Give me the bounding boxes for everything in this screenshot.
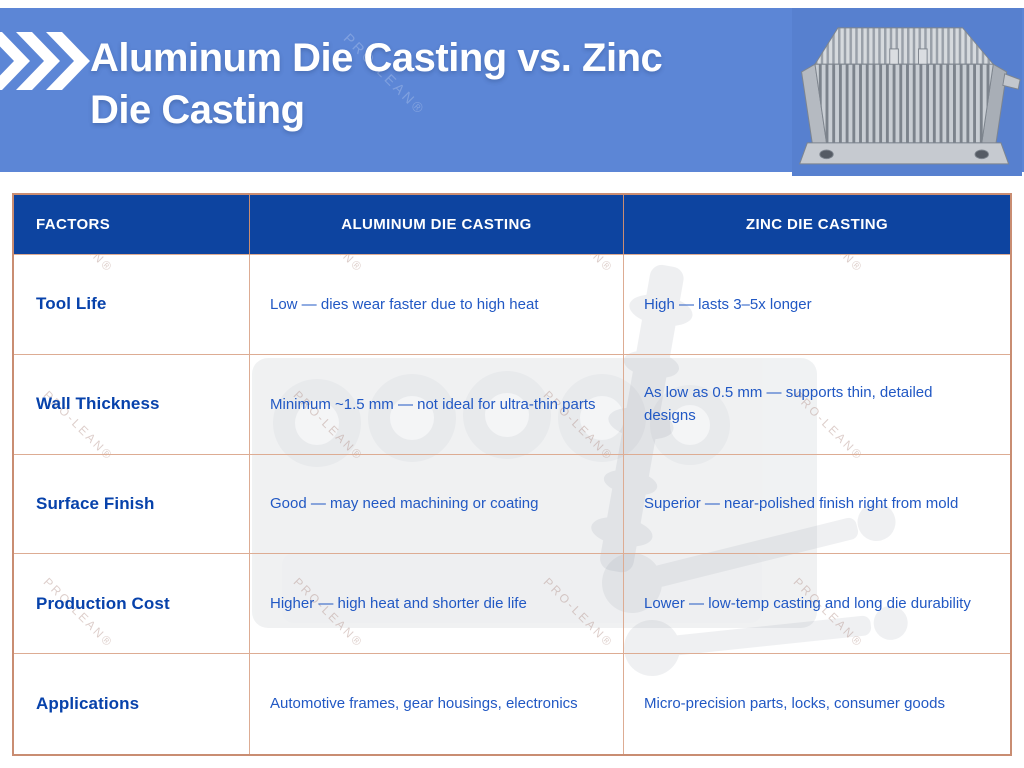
column-header-factors: FACTORS bbox=[14, 195, 250, 255]
aluminum-value: Good — may need machining or coating bbox=[250, 454, 624, 555]
zinc-value: As low as 0.5 mm — supports thin, detail… bbox=[624, 355, 1010, 455]
column-header-aluminum: ALUMINUM DIE CASTING bbox=[250, 195, 624, 255]
heatsink-photo bbox=[792, 8, 1022, 176]
page-title-line2: Die Casting bbox=[90, 88, 305, 132]
factor-label: Surface Finish bbox=[14, 454, 250, 555]
zinc-value: Micro-precision parts, locks, consumer g… bbox=[644, 695, 945, 713]
factor-label: Wall Thickness bbox=[14, 354, 250, 455]
aluminum-value: Automotive frames, gear housings, electr… bbox=[250, 654, 624, 754]
aluminum-value: Low — dies wear faster due to high heat bbox=[250, 255, 624, 355]
chevrons-icon bbox=[0, 32, 90, 90]
column-header-zinc: ZINC DIE CASTING bbox=[624, 195, 1010, 255]
heatsink-illustration bbox=[798, 27, 1021, 165]
zinc-value: Superior — near-polished finish right fr… bbox=[624, 455, 1010, 555]
header-banner: PRO-LEAN® Aluminum Die Casting vs. Zinc … bbox=[0, 8, 1024, 176]
factor-label: Production Cost bbox=[14, 554, 250, 655]
factor-label: Tool Life bbox=[14, 255, 250, 355]
aluminum-value: Higher — high heat and shorter die life bbox=[250, 554, 624, 655]
comparison-table: FACTORS ALUMINUM DIE CASTING ZINC DIE CA… bbox=[12, 193, 1012, 756]
comparison-table-zone: PRO-LEAN® PRO-LEAN® PRO-LEAN® PRO-LEAN® … bbox=[12, 193, 1012, 756]
factor-label: Applications bbox=[14, 654, 250, 754]
page-title-line1: Aluminum Die Casting vs. Zinc bbox=[90, 36, 663, 80]
aluminum-value: Minimum ~1.5 mm — not ideal for ultra-th… bbox=[250, 354, 624, 455]
zinc-value: Lower — low-temp casting and long die du… bbox=[624, 554, 1010, 655]
page-title: Aluminum Die Casting vs. Zinc Die Castin… bbox=[90, 32, 663, 136]
zinc-value: High — lasts 3–5x longer bbox=[624, 255, 1010, 355]
